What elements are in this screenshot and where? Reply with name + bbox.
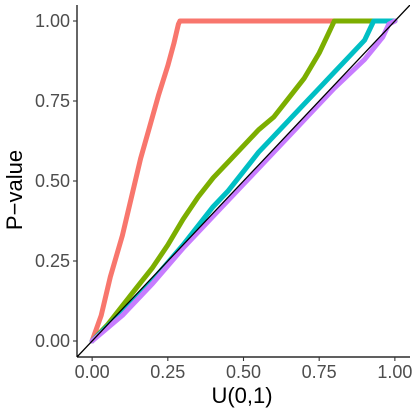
x-tick-label: 1.00: [377, 362, 412, 382]
panel: [77, 5, 410, 357]
x-tick-label: 0.00: [75, 362, 110, 382]
x-tick-label: 0.75: [302, 362, 337, 382]
y-tick-label: 1.00: [35, 11, 70, 31]
y-tick-label: 0.50: [35, 171, 70, 191]
x-tick-label: 0.50: [226, 362, 261, 382]
x-tick-label: 0.25: [150, 362, 185, 382]
series-line-1: [89, 18, 398, 344]
y-axis-title: P−value: [2, 150, 27, 230]
series-line-4: [89, 18, 398, 344]
axes: 0.00 0.25 0.50 0.75 1.00 0.00 0.25 0.50 0.75 1.00: [35, 5, 412, 382]
reference-line: [77, 5, 410, 357]
y-tick-label: 0.00: [35, 331, 70, 351]
y-tick-label: 0.75: [35, 91, 70, 111]
y-tick-label: 0.25: [35, 251, 70, 271]
plot-area: [77, 5, 410, 357]
x-axis-title: U(0,1): [211, 383, 272, 408]
series-line-2: [89, 18, 398, 344]
